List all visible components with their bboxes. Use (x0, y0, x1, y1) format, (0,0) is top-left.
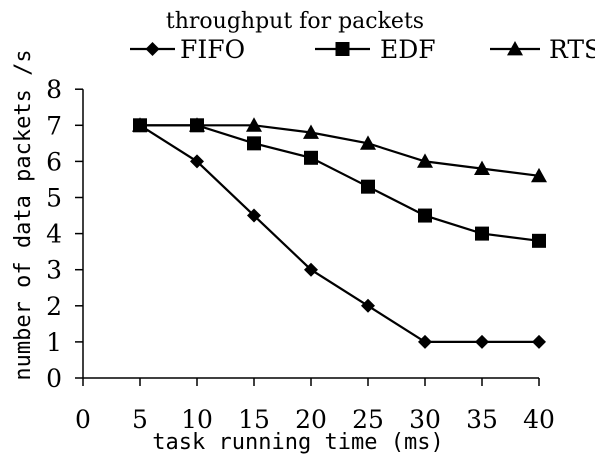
data-point-fifo (418, 334, 432, 349)
data-point-fifo (247, 208, 261, 223)
y-axis-label: number of data packets /s (11, 49, 36, 380)
legend-marker-rts (507, 41, 523, 56)
x-tick-label: 20 (295, 405, 327, 434)
y-tick-label: 7 (46, 111, 62, 140)
legend-label-edf: EDF (380, 35, 436, 64)
data-point-rts (474, 160, 490, 176)
legend-item-edf: EDF (315, 35, 436, 64)
data-point-rts (246, 117, 262, 132)
data-point-fifo (361, 298, 375, 313)
data-point-rts (531, 167, 547, 183)
legend-marker-fifo (145, 42, 160, 56)
y-tick-label: 8 (46, 75, 62, 104)
x-tick-label: 0 (75, 405, 91, 434)
x-tick-label: 10 (181, 405, 213, 434)
data-point-fifo (475, 334, 489, 349)
series-rts (132, 117, 547, 183)
x-tick-label: 40 (523, 405, 555, 434)
data-point-rts (132, 117, 148, 132)
y-tick-label: 5 (46, 184, 62, 213)
legend-item-fifo: FIFO (130, 35, 245, 64)
x-axis-label: task running time (ms) (152, 430, 443, 454)
x-tick-label: 5 (132, 405, 148, 434)
series-line-edf (140, 124, 540, 242)
data-point-fifo (190, 154, 204, 169)
data-point-rts (303, 124, 319, 139)
y-tick-label: 4 (46, 220, 62, 249)
data-point-edf (418, 208, 432, 223)
chart-title: throughput for packets (166, 9, 424, 34)
legend-label-rts: RTS (549, 35, 595, 64)
data-point-rts (189, 117, 205, 132)
y-tick-label: 2 (46, 292, 62, 321)
legend-marker-edf (335, 42, 350, 56)
data-point-edf (475, 226, 489, 241)
y-tick-label: 1 (46, 328, 62, 357)
data-point-rts (360, 135, 376, 150)
y-tick-label: 6 (46, 147, 62, 176)
legend-item-rts: RTS (490, 35, 595, 64)
data-point-edf (532, 233, 546, 248)
legend: FIFO EDF RTS (130, 35, 595, 64)
series-group (132, 117, 547, 349)
data-point-edf (247, 136, 261, 151)
x-tick-label: 35 (466, 405, 498, 434)
x-tick-label: 25 (352, 405, 384, 434)
x-tick-label: 30 (409, 405, 441, 434)
data-point-fifo (304, 262, 318, 277)
x-ticks: 0 5 10 15 20 25 30 35 40 (75, 378, 555, 434)
series-fifo (133, 118, 546, 349)
data-point-fifo (532, 334, 546, 349)
y-tick-label: 3 (46, 256, 62, 285)
series-line-rts (140, 124, 540, 177)
x-tick-label: 15 (238, 405, 270, 434)
legend-label-fifo: FIFO (180, 35, 245, 64)
data-point-edf (361, 179, 375, 194)
series-line-fifo (139, 124, 539, 343)
y-tick-label: 0 (46, 364, 62, 393)
data-point-rts (417, 153, 433, 168)
y-ticks: 0 1 2 3 4 5 6 7 8 (46, 75, 83, 393)
data-point-edf (304, 150, 318, 165)
